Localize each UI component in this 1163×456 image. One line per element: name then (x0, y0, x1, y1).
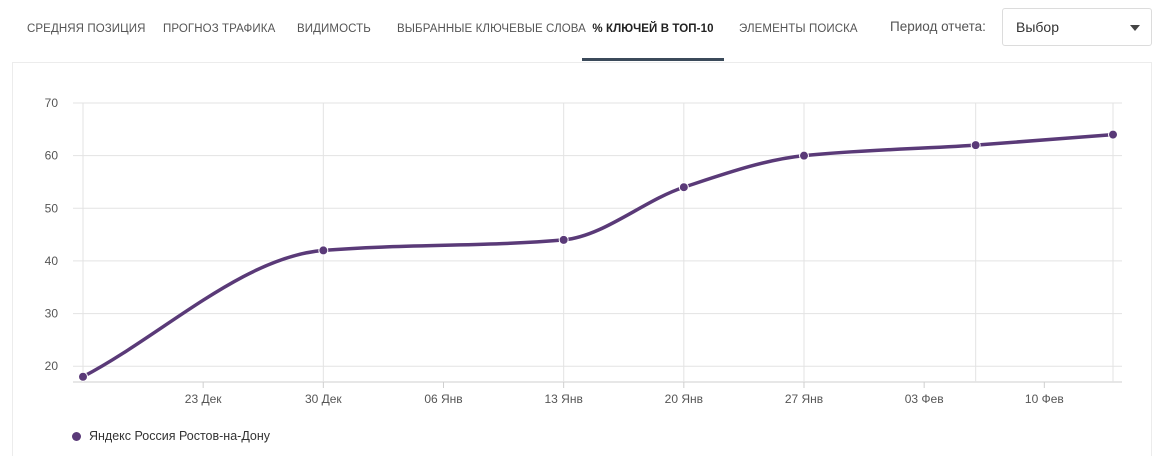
period-label: Период отчета: (890, 19, 986, 34)
data-point (78, 371, 88, 382)
chart-panel (12, 62, 1152, 456)
x-axis-labels: 23 Дек 30 Дек 06 Янв 13 Янв 20 Янв 27 Янв 03 Ф… (185, 392, 1064, 406)
x-tick-label: 20 Янв (665, 392, 703, 406)
y-axis-labels: 20 30 40 50 60 70 (45, 96, 59, 373)
data-point (1108, 129, 1118, 140)
data-point (558, 234, 569, 245)
data-point (970, 140, 981, 151)
tab-search-elements[interactable]: Элементы поиска (739, 23, 858, 35)
series-line (81, 132, 1115, 379)
chevron-down-icon (1130, 25, 1140, 31)
x-tick-label: 13 Янв (544, 392, 582, 406)
tab-visibility[interactable]: Видимость (297, 23, 371, 35)
x-tick-label: 23 Дек (185, 392, 222, 406)
report-tabs: Средняя позиция Прогноз трафика Видимост… (0, 0, 1163, 62)
y-tick-label: 20 (45, 359, 59, 373)
period-select[interactable]: Выбор (1002, 8, 1152, 46)
y-tick-label: 70 (45, 96, 59, 110)
horizontal-gridlines (73, 102, 1122, 383)
data-point (799, 150, 809, 161)
x-tick-label: 27 Янв (785, 392, 823, 406)
tab-traffic-forecast[interactable]: Прогноз трафика (163, 23, 276, 35)
tab-top10-keywords[interactable]: % ключей в ТОП-10 (582, 0, 724, 61)
x-axis-ticks (202, 382, 1045, 388)
y-tick-label: 30 (45, 307, 59, 321)
x-tick-label: 10 Фев (1025, 392, 1064, 406)
period-select-value: Выбор (1016, 19, 1059, 35)
series-layer (78, 129, 1118, 382)
tab-average-position[interactable]: Средняя позиция (27, 23, 146, 35)
y-tick-label: 40 (45, 254, 59, 268)
legend-marker (72, 431, 81, 441)
tab-selected-keywords[interactable]: Выбранные ключевые слова (397, 23, 586, 35)
x-tick-label: 03 Фев (905, 392, 944, 406)
x-tick-label: 06 Янв (424, 392, 462, 406)
x-tick-label: 30 Дек (305, 392, 342, 406)
y-tick-label: 60 (45, 149, 59, 163)
y-tick-label: 50 (45, 201, 59, 215)
legend-label: Яндекс Россия Ростов-на-Дону (89, 429, 271, 443)
data-point (678, 182, 689, 193)
data-point (318, 245, 329, 256)
chart-legend[interactable]: Яндекс Россия Ростов-на-Дону (72, 428, 270, 444)
